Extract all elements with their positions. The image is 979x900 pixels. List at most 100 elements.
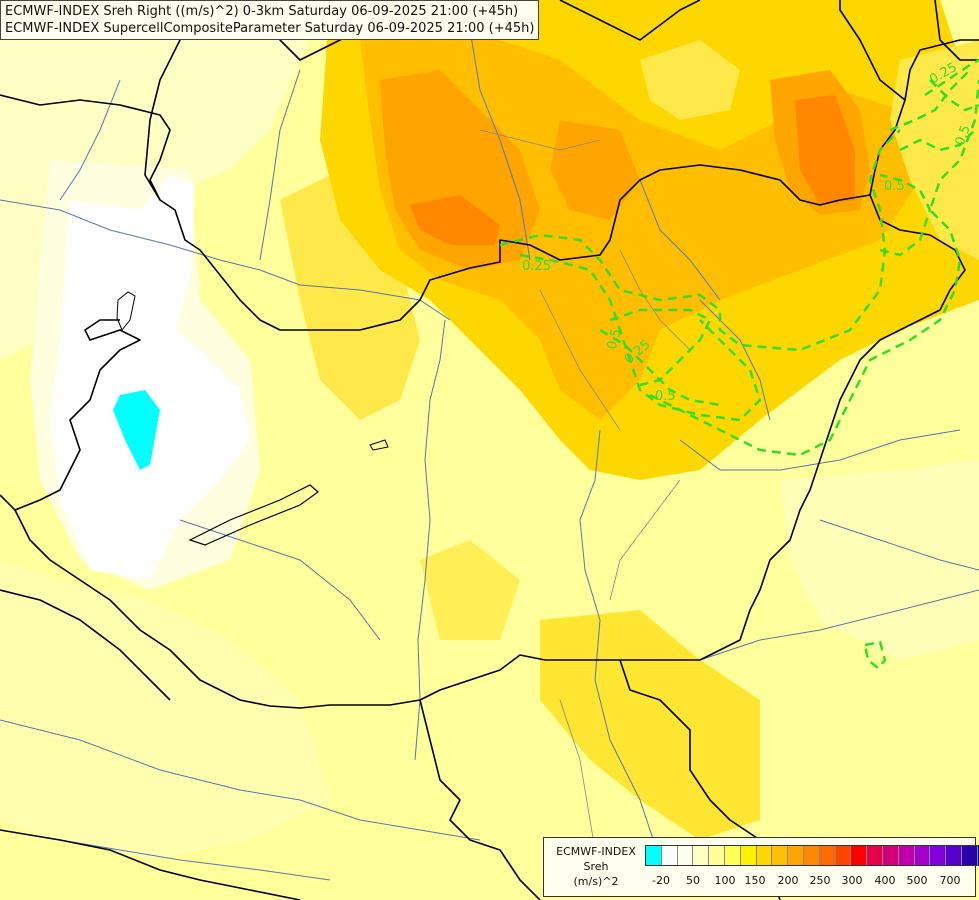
- legend-swatch: [946, 846, 962, 865]
- river-north-1: [259, 69, 301, 261]
- legend-tick-label: 300: [841, 874, 863, 887]
- river-east-1: [679, 429, 961, 471]
- legend-tick-label: 700: [939, 874, 961, 887]
- river-drava: [0, 719, 481, 841]
- field-pale-east: [780, 460, 979, 660]
- scp-contours: [499, 58, 979, 670]
- legend-swatch: [819, 846, 836, 865]
- field-yellow-center: [420, 540, 520, 640]
- river-east-3: [819, 519, 979, 571]
- title-line-scp: ECMWF-INDEX SupercellCompositeParameter …: [5, 21, 535, 36]
- legend-swatch: [693, 846, 710, 865]
- scp-contour-5: [649, 79, 979, 457]
- scp-contour-2: [519, 253, 762, 422]
- admin-line-2: [619, 249, 691, 351]
- river-danube-west: [0, 199, 451, 321]
- legend-tick-label: 200: [777, 874, 799, 887]
- border-north: [0, 39, 979, 331]
- field-yellow-ne: [890, 40, 979, 260]
- legend-swatches: [645, 845, 979, 866]
- admin-lines: [479, 129, 691, 881]
- river-west-1: [179, 519, 381, 641]
- legend-swatch: [756, 846, 773, 865]
- lake-balaton: [188, 484, 319, 546]
- legend-title: ECMWF-INDEX Sreh (m/s)^2: [548, 844, 644, 889]
- scp-label-5: 0.5: [953, 123, 974, 148]
- river-nw: [59, 79, 121, 201]
- lake-neusiedl: [116, 291, 136, 331]
- border-bosnia: [0, 829, 301, 900]
- rivers: [0, 29, 979, 881]
- river-north-2: [469, 29, 531, 261]
- legend-swatch: [803, 846, 820, 865]
- legend-swatch: [882, 846, 899, 865]
- legend-tick-label: 100: [714, 874, 736, 887]
- legend-swatch: [788, 846, 804, 865]
- scp-contour-1: [499, 129, 901, 352]
- scp-contour-10: [929, 79, 979, 112]
- legend-swatch: [724, 846, 741, 865]
- legend-swatch: [646, 846, 662, 865]
- legend-swatch: [930, 846, 947, 865]
- border-slovenia-croatia: [0, 589, 171, 701]
- color-legend: ECMWF-INDEX Sreh (m/s)^2 -20 50 100 150 200 2…: [543, 837, 979, 897]
- legend-title-param: Sreh: [583, 860, 609, 873]
- legend-ticks: -20 50 100 150 200 250 300 400 500 700: [645, 874, 975, 890]
- legend-tick-label: -20: [652, 874, 670, 887]
- scp-contour-6: [879, 173, 932, 257]
- lake-small: [369, 439, 389, 451]
- field-mid-west-band: [280, 170, 420, 420]
- legend-swatch: [740, 846, 757, 865]
- field-orange-center: [550, 120, 640, 220]
- admin-line-1: [539, 289, 621, 431]
- legend-swatch: [961, 846, 978, 865]
- border-slovenia-west: [0, 494, 16, 511]
- river-east-2: [699, 589, 979, 661]
- border-ukraine-poland: [839, 0, 906, 101]
- border-poland-north: [559, 0, 701, 41]
- field-cyan-patch: [113, 390, 160, 470]
- scp-contour-4: [599, 328, 721, 407]
- legend-title-model: ECMWF-INDEX: [556, 845, 636, 858]
- border-ne-corner: [934, 0, 979, 61]
- legend-tick-label: 50: [686, 874, 700, 887]
- legend-swatch: [977, 846, 979, 865]
- river-danube-south: [414, 319, 446, 761]
- legend-swatch: [867, 846, 883, 865]
- scp-label-1: 0.25: [522, 259, 551, 274]
- legend-tick-label: 400: [874, 874, 896, 887]
- legend-tick-label: 500: [906, 874, 928, 887]
- field-pale-north-patch: [640, 40, 740, 120]
- legend-tick-label: 150: [744, 874, 766, 887]
- scp-contour-8: [889, 69, 971, 132]
- field-pale-sw: [0, 560, 330, 860]
- border-hungary: [14, 194, 966, 709]
- legend-swatch: [898, 846, 915, 865]
- legend-title-unit: (m/s)^2: [573, 875, 619, 888]
- scp-label-3: 0.5: [655, 389, 676, 404]
- field-darkorange-nw: [410, 195, 500, 245]
- admin-line-3: [479, 129, 601, 151]
- map-title-box: ECMWF-INDEX Sreh Right ((m/s)^2) 0-3km S…: [0, 0, 540, 40]
- border-croatia-serbia: [419, 699, 541, 900]
- scp-label-4: 0.5: [884, 179, 905, 194]
- legend-swatch: [835, 846, 852, 865]
- scp-label-2: 0.5: [605, 327, 625, 351]
- title-line-sreh: ECMWF-INDEX Sreh Right ((m/s)^2) 0-3km S…: [5, 4, 519, 19]
- field-yellow-south: [540, 610, 760, 840]
- scp-contour-9: [924, 58, 979, 97]
- field-darkorange-ne: [795, 95, 855, 205]
- legend-swatch: [677, 846, 694, 865]
- river-tisza: [579, 429, 661, 861]
- legend-swatch: [914, 846, 931, 865]
- legend-swatch: [851, 846, 868, 865]
- legend-swatch: [661, 846, 678, 865]
- legend-swatch: [772, 846, 789, 865]
- admin-line-4: [609, 479, 681, 601]
- field-white-west: [50, 175, 250, 580]
- legend-tick-label: 250: [809, 874, 831, 887]
- legend-swatch: [709, 846, 725, 865]
- river-north-3: [639, 179, 721, 301]
